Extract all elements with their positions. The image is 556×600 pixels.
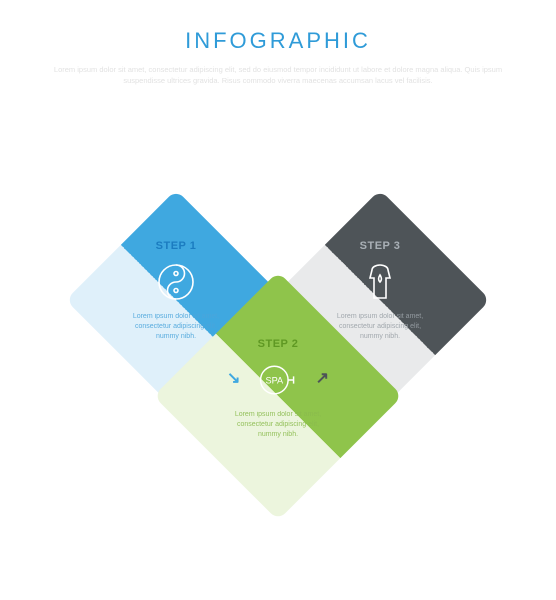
header-placeholder-text: Lorem ipsum dolor sit amet, consectetur …: [48, 64, 508, 87]
spa-sign-icon: SPA: [256, 358, 300, 402]
step-3-label: Step 3: [360, 240, 401, 252]
massage-back-icon: [358, 260, 402, 304]
diagram-stage: Step 1 Lorem ipsum dolor sit amet, conse…: [78, 200, 478, 580]
page-title: Infographic: [0, 0, 556, 54]
step-2-desc: Lorem ipsum dolor sit amet, consectetur …: [226, 410, 331, 440]
step-2-label: Step 2: [258, 338, 299, 350]
yin-yang-icon: [154, 260, 198, 304]
diamond-step-2: Step 2 SPA Lorem ipsum dolor sit amet, c…: [154, 272, 403, 521]
step-1-label: Step 1: [156, 240, 197, 252]
svg-text:SPA: SPA: [266, 376, 285, 386]
